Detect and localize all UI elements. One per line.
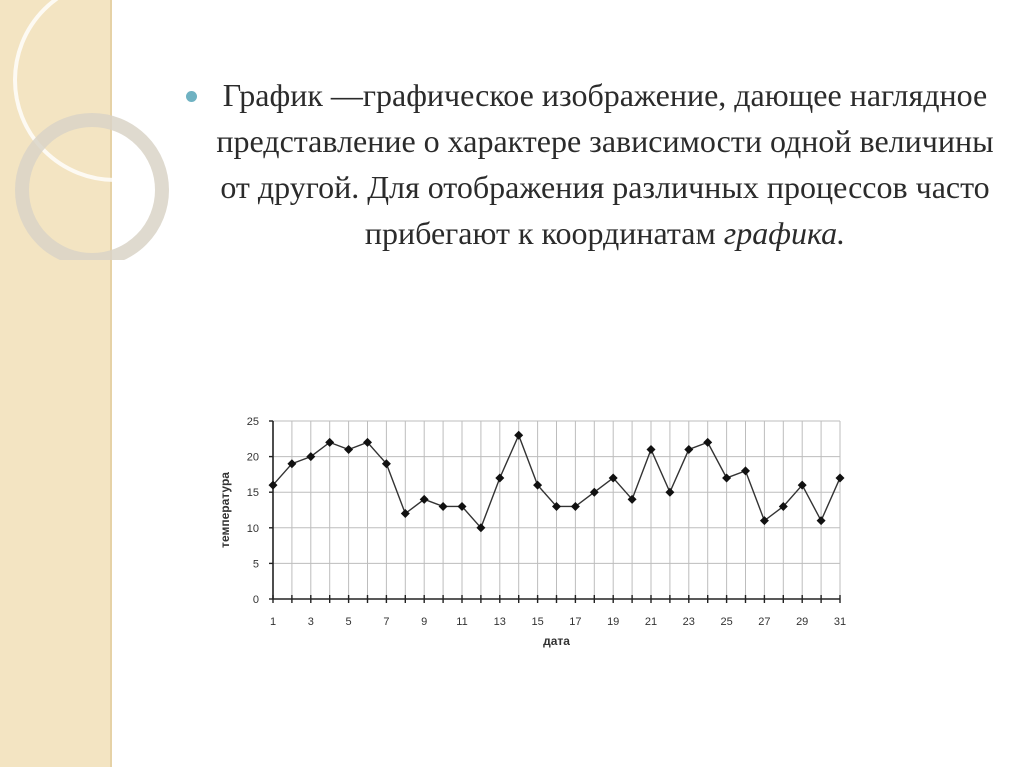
x-tick-label: 19 — [607, 616, 619, 628]
data-point — [419, 494, 429, 504]
x-tick-label: 27 — [758, 616, 770, 628]
x-tick-label: 13 — [494, 616, 506, 628]
data-point — [627, 494, 637, 504]
x-tick-label: 1 — [270, 616, 276, 628]
x-tick-label: 17 — [569, 616, 581, 628]
data-point — [589, 487, 599, 497]
bullet-icon — [186, 91, 197, 102]
data-point — [552, 501, 561, 511]
x-tick-label: 9 — [421, 616, 427, 628]
y-tick-label: 25 — [247, 416, 259, 428]
data-point — [684, 444, 694, 454]
chart-series — [268, 430, 845, 533]
slide-text-italic: графика. — [723, 215, 846, 251]
y-tick-label: 20 — [247, 452, 259, 464]
slide-text: График —графическое изображение, дающее … — [210, 72, 1000, 256]
chart-y-axis-label: температура — [218, 472, 232, 548]
x-tick-label: 25 — [720, 616, 732, 628]
x-tick-label: 5 — [346, 616, 352, 628]
y-tick-label: 15 — [247, 487, 259, 499]
data-point — [344, 444, 354, 454]
x-tick-label: 11 — [456, 616, 467, 628]
data-point — [665, 487, 675, 497]
data-point — [608, 473, 618, 483]
data-point — [306, 452, 316, 462]
data-point — [514, 430, 524, 440]
data-point — [646, 444, 656, 454]
x-tick-label: 3 — [308, 616, 314, 628]
data-point — [778, 501, 788, 511]
decor-circles — [13, 0, 200, 260]
data-point — [457, 501, 467, 511]
data-point — [835, 473, 845, 483]
data-point — [759, 516, 769, 526]
data-point — [703, 437, 713, 447]
data-point — [570, 501, 580, 511]
x-tick-label: 21 — [645, 616, 657, 628]
data-point — [287, 459, 297, 469]
data-point — [816, 516, 826, 526]
data-point — [495, 473, 505, 483]
data-point — [797, 480, 807, 490]
data-point — [363, 437, 372, 447]
data-point — [438, 501, 448, 511]
data-point — [533, 480, 543, 490]
data-point — [476, 523, 486, 533]
data-point — [325, 437, 335, 447]
y-tick-label: 0 — [253, 594, 259, 606]
x-tick-label: 29 — [796, 616, 808, 628]
data-point — [381, 459, 391, 469]
x-tick-label: 15 — [531, 616, 543, 628]
x-tick-label: 31 — [834, 616, 846, 628]
chart-x-axis-label: дата — [543, 634, 570, 648]
data-point — [722, 473, 732, 483]
data-point — [400, 509, 410, 519]
data-point — [268, 480, 278, 490]
y-tick-label: 10 — [247, 523, 259, 535]
slide-text-main: График —графическое изображение, дающее … — [216, 77, 994, 251]
data-point — [741, 466, 750, 476]
y-tick-label: 5 — [253, 558, 259, 570]
chart-axes — [269, 420, 841, 603]
x-tick-label: 23 — [683, 616, 695, 628]
x-tick-label: 7 — [383, 616, 389, 628]
